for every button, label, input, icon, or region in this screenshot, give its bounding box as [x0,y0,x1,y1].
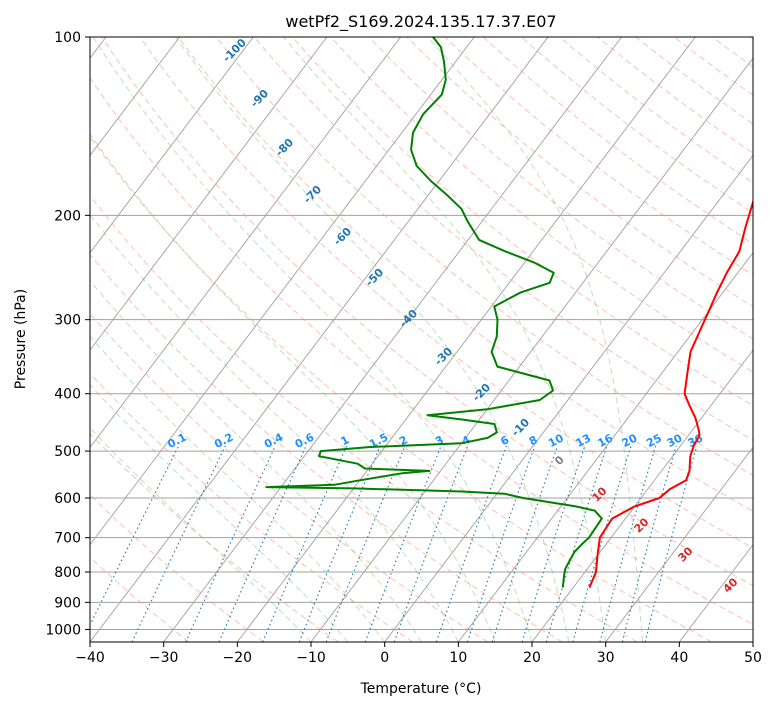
dry-adiabat-line [90,136,712,642]
y-tick-label: 800 [54,565,81,581]
x-axis: −40 −30 −20 −10 0 10 20 30 40 50 [75,642,762,666]
y-tick-label: 900 [54,595,81,611]
moist-adiabat-line [175,37,570,642]
x-tick-label: −20 [223,650,253,666]
dry-adiabat-line [292,37,753,407]
mixing-ratio-line [644,445,698,642]
background-lines [90,37,753,642]
mixing-ratio-label: 10 [546,431,566,450]
x-tick-label: −30 [149,650,179,666]
isotherm-line [90,37,549,642]
mixing-ratio-label: 13 [574,432,594,451]
mixing-ratio-label: 25 [644,432,664,451]
isotherm-line [752,641,753,642]
moist-adiabat-line [90,213,459,642]
dry-adiabat-line [90,372,414,642]
x-tick-label: 20 [523,650,541,666]
mixing-ratio-label: 20 [620,431,640,450]
mixing-ratio-line [545,445,608,642]
x-axis-label: Temperature (°C) [360,681,482,697]
x-tick-label: 30 [597,650,615,666]
y-tick-label: 500 [54,444,81,460]
mixing-ratio-line [572,445,632,642]
y-tick-label: 600 [54,491,81,507]
plot-background [90,37,753,642]
mixing-ratio-line [621,445,677,642]
mixing-ratio-label: 30 [665,431,685,450]
moist-adiabat-line [90,335,386,642]
y-axis-label: Pressure (hPa) [13,289,29,389]
isotherm-line [90,37,402,449]
mixing-ratio-line [298,445,381,642]
moist-adiabat-line [427,37,643,642]
isotherm-line [531,349,753,642]
y-tick-label: 400 [54,387,81,403]
profile-series [265,37,753,588]
isotherm-line [605,446,753,642]
dry-adiabat-line [177,37,753,512]
isotherm-line [90,37,328,351]
x-tick-label: 10 [449,650,467,666]
y-tick-label: 700 [54,531,81,547]
dry-adiabat-line [90,194,638,642]
y-axis: 100 200 300 400 500 600 700 800 900 1000 [45,30,90,638]
isotherm-line [90,37,475,546]
isotherm-line [90,37,254,254]
isotherm-line [90,37,181,157]
plot-frame [89,36,754,643]
y-tick-label: 1000 [45,622,81,638]
y-tick-label: 200 [54,208,81,224]
chart-title: wetPf2_S169.2024.135.17.37.E07 [285,12,556,32]
profile-line [588,199,753,588]
isotherm-line [384,154,753,642]
moist-adiabat-line [92,37,533,642]
mixing-ratio-line [131,445,226,642]
dry-adiabat-line [215,37,753,476]
x-tick-label: 0 [380,650,389,666]
x-tick-label: 50 [744,650,762,666]
y-tick-label: 100 [54,30,81,46]
mixing-ratio-line [325,445,406,642]
moist-adiabat-line [90,133,496,642]
moist-adiabat-line [90,427,312,642]
isotherm-line [457,251,753,642]
x-tick-label: 40 [670,650,688,666]
isotherm-line [163,37,623,642]
mixing-ratio-label: 16 [596,431,616,450]
moist-adiabat-line [283,37,607,642]
dry-adiabat-line [253,37,753,441]
x-tick-label: −10 [296,650,326,666]
profile-line [265,37,603,588]
y-tick-label: 300 [54,313,81,329]
dry-adiabat-line [750,37,753,40]
isotherm-line [236,37,696,642]
mixing-ratio-line [521,445,586,642]
dry-adiabat-line [406,37,753,308]
mixing-ratio-line [262,445,348,642]
x-tick-label: −40 [75,650,105,666]
